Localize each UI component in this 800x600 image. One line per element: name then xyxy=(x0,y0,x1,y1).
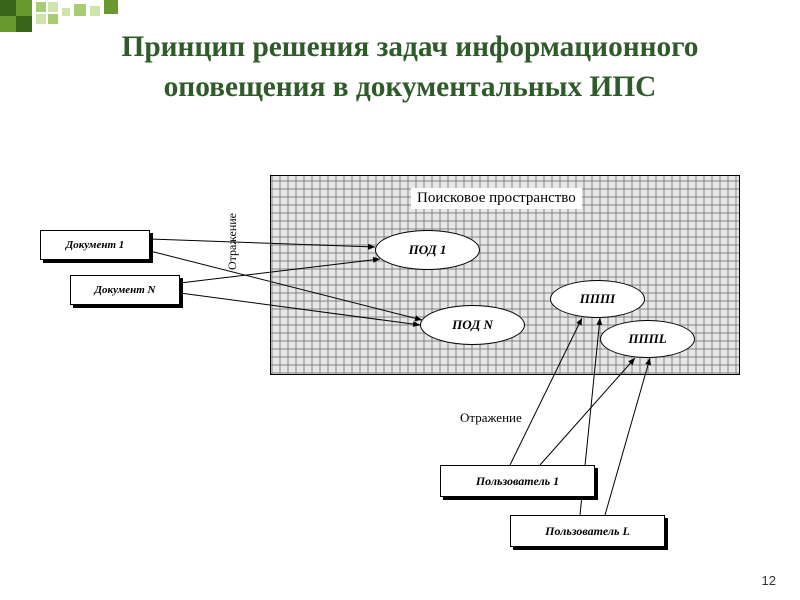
edge-userL-pppL xyxy=(605,358,650,515)
node-podN: ПОД N xyxy=(420,305,525,345)
node-user1: Пользователь 1 xyxy=(440,465,595,497)
decor-square xyxy=(74,4,86,16)
search-space-label: Поисковое пространство xyxy=(411,188,582,209)
node-ppp1: ПППI xyxy=(550,280,645,318)
side-label: Отражение xyxy=(225,213,240,270)
decor-square xyxy=(16,0,32,16)
decor-square xyxy=(90,6,100,16)
node-pppL: ПППL xyxy=(600,320,695,358)
node-doc1: Документ 1 xyxy=(40,230,150,260)
page-title: Принцип решения задач информационного оп… xyxy=(60,28,760,107)
decor-square xyxy=(48,14,58,24)
decor-square xyxy=(36,14,46,24)
side-label: Отражение xyxy=(460,410,522,426)
node-userL: Пользователь L xyxy=(510,515,665,547)
decor-square xyxy=(48,2,58,12)
diagram-canvas: Поисковое пространство Документ 1 Докумен… xyxy=(40,175,760,575)
decor-square xyxy=(62,8,70,16)
decor-square xyxy=(36,2,46,12)
decor-square xyxy=(104,0,118,14)
decor-square xyxy=(0,16,16,32)
node-docN: Документ N xyxy=(70,275,180,305)
node-pod1: ПОД 1 xyxy=(375,230,480,270)
decor-square xyxy=(16,16,32,32)
decor-square xyxy=(0,0,16,16)
page-number: 12 xyxy=(762,573,776,588)
